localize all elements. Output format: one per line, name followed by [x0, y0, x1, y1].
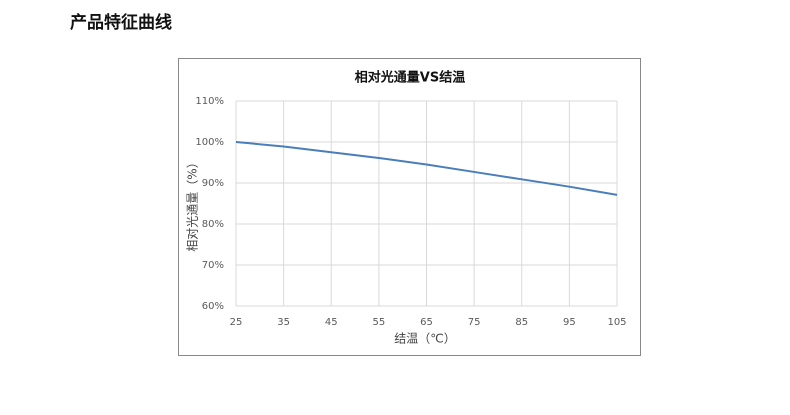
y-tick-label: 90%	[202, 178, 224, 189]
y-tick-label: 110%	[195, 96, 224, 107]
x-tick-label: 75	[468, 317, 481, 328]
x-tick-label: 85	[515, 317, 528, 328]
x-tick-label: 55	[373, 317, 386, 328]
y-tick-label: 80%	[202, 219, 224, 230]
data-line	[235, 141, 618, 196]
x-tick-label: 35	[277, 317, 290, 328]
x-tick-label: 105	[607, 317, 626, 328]
chart-frame	[178, 58, 641, 356]
x-tick-label: 65	[420, 317, 433, 328]
y-tick-label: 60%	[202, 301, 224, 312]
x-axis-label: 结温（℃）	[394, 332, 455, 346]
y-tick-label: 100%	[195, 137, 224, 148]
x-tick-label: 95	[563, 317, 576, 328]
x-tick-label: 25	[230, 317, 243, 328]
page-title: 产品特征曲线	[70, 12, 172, 33]
y-axis-label: 相对光通量（%）	[186, 156, 200, 251]
chart-title: 相对光通量VS结温	[355, 70, 465, 86]
y-tick-label: 70%	[202, 260, 224, 271]
x-tick-label: 45	[325, 317, 338, 328]
